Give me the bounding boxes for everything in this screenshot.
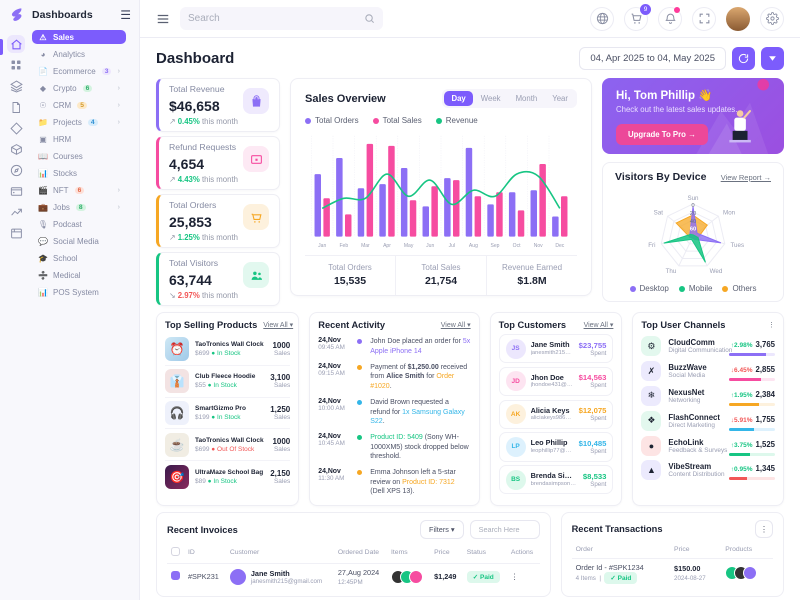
svg-text:40: 40: [690, 219, 697, 225]
svg-text:Sat: Sat: [654, 209, 664, 216]
svg-text:Jun: Jun: [426, 243, 434, 249]
svg-text:Apr: Apr: [383, 243, 391, 249]
svg-text:Thu: Thu: [666, 268, 677, 275]
svg-text:20: 20: [690, 211, 697, 217]
svg-text:0: 0: [691, 203, 695, 209]
svg-text:Tues: Tues: [730, 242, 744, 249]
svg-text:Feb: Feb: [339, 243, 348, 249]
svg-text:Mon: Mon: [723, 209, 736, 216]
svg-text:Jul: Jul: [449, 243, 455, 249]
svg-text:Fri: Fri: [648, 242, 655, 249]
svg-text:Jan: Jan: [318, 243, 326, 249]
svg-text:Oct: Oct: [513, 243, 521, 249]
svg-text:Sep: Sep: [491, 243, 500, 249]
svg-text:Mar: Mar: [361, 243, 370, 249]
svg-text:60: 60: [690, 227, 697, 233]
svg-text:Sun: Sun: [687, 195, 699, 202]
svg-text:Aug: Aug: [469, 243, 478, 249]
svg-text:May: May: [404, 243, 414, 249]
svg-text:Wed: Wed: [710, 268, 723, 275]
svg-text:Dec: Dec: [555, 243, 564, 249]
svg-text:Nov: Nov: [534, 243, 543, 249]
